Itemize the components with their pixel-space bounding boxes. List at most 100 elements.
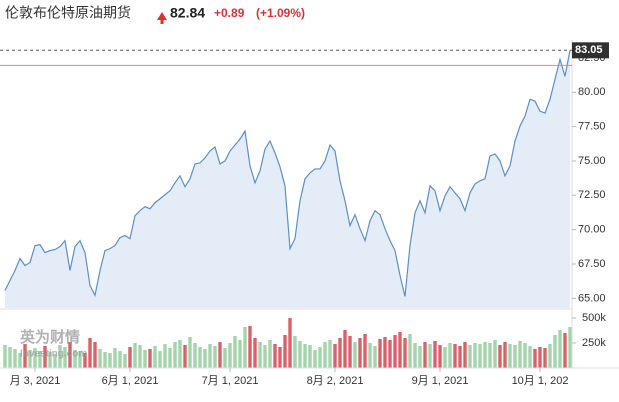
- volume-bar: [543, 348, 547, 368]
- volume-bar: [448, 343, 452, 368]
- title: 伦敦布伦特原油期货: [5, 5, 131, 21]
- volume-bar: [473, 343, 477, 368]
- volume-bar: [373, 346, 377, 368]
- volume-bar: [33, 348, 37, 368]
- volume-bar: [313, 350, 317, 368]
- volume-bar: [198, 347, 202, 368]
- last-price-label: 83.05: [575, 44, 603, 56]
- volume-bar: [53, 354, 57, 368]
- volume-bar: [258, 342, 262, 368]
- volume-bar: [158, 351, 162, 368]
- volume-bar: [513, 345, 517, 368]
- volume-bar: [433, 341, 437, 368]
- volume-bar: [438, 345, 442, 368]
- volume-bar: [223, 348, 227, 368]
- last-price: 82.84: [170, 5, 205, 21]
- y-tick-label: 75.00: [578, 155, 606, 167]
- volume-bar: [308, 345, 312, 368]
- volume-bar: [253, 338, 257, 368]
- plot: [3, 50, 572, 368]
- volume-bar: [98, 349, 102, 368]
- volume-bar: [28, 350, 32, 368]
- y-tick-label: 70.00: [578, 224, 606, 236]
- volume-bar: [133, 343, 137, 368]
- volume-bar: [388, 340, 392, 368]
- volume-bar: [523, 343, 527, 368]
- volume-bar: [78, 351, 82, 368]
- volume-bar: [498, 345, 502, 368]
- volume-bar: [268, 340, 272, 368]
- volume-bar: [188, 337, 192, 368]
- volume-bar: [493, 340, 497, 368]
- volume-bar: [8, 347, 12, 368]
- volume-bar: [538, 347, 542, 368]
- last-price-box: [572, 42, 609, 59]
- volume-bar: [518, 341, 522, 368]
- area-fill: [5, 50, 570, 309]
- volume-bar: [233, 336, 237, 368]
- change: +0.89: [214, 6, 245, 20]
- y-tick-label: 67.50: [578, 258, 606, 270]
- volume-bar: [38, 351, 42, 368]
- volume-bar: [148, 349, 152, 368]
- volume-bar: [108, 353, 112, 368]
- volume-bar: [273, 344, 277, 368]
- volume-bar: [168, 348, 172, 368]
- watermark-brand: 英为财情: [20, 328, 80, 346]
- change-pct: (+1.09%): [256, 6, 305, 20]
- volume-bar: [123, 354, 127, 368]
- volume-bar: [173, 342, 177, 368]
- volume-bar: [73, 350, 77, 368]
- volume-bar: [153, 346, 157, 368]
- volume-bar: [178, 340, 182, 368]
- volume-bar: [463, 342, 467, 368]
- volume-bar: [488, 343, 492, 368]
- volume-bar: [398, 332, 402, 368]
- volume-bar: [83, 353, 87, 368]
- volume-bar: [533, 349, 537, 368]
- volume-bar: [23, 344, 27, 368]
- volume-bar: [293, 336, 297, 368]
- volume-bar: [263, 345, 267, 368]
- volume-bar: [443, 347, 447, 368]
- volume-bar: [113, 348, 117, 368]
- volume-bar: [303, 344, 307, 368]
- volume-bar: [208, 344, 212, 368]
- price-line: [4, 50, 571, 298]
- volume-bar: [163, 344, 167, 368]
- volume-bar: [528, 346, 532, 368]
- volume-bar: [378, 339, 382, 368]
- volume-bar: [508, 344, 512, 368]
- x-tick-label: 月 3, 2021: [10, 375, 61, 387]
- volume-bar: [553, 335, 557, 368]
- volume-bar: [63, 347, 67, 368]
- volume-bar: [558, 330, 562, 368]
- y-tick-label: 80.00: [578, 86, 606, 98]
- volume-bar: [143, 350, 147, 368]
- volume-bar: [48, 352, 52, 368]
- volume-bar: [243, 327, 247, 368]
- volume-tick-label: 250k: [582, 337, 606, 349]
- volume-tick-label: 500k: [582, 312, 606, 324]
- volume-bar: [118, 351, 122, 368]
- volume-bar: [13, 349, 17, 368]
- volume-bar: [318, 347, 322, 368]
- volume-bar: [193, 343, 197, 368]
- watermark-site: Investing.com: [20, 349, 87, 360]
- up-arrow: [157, 12, 167, 24]
- volume-bar: [278, 347, 282, 368]
- volume-bar: [288, 318, 292, 368]
- volume-bar: [348, 336, 352, 368]
- volume-bar: [18, 353, 22, 368]
- volume-bar: [43, 346, 47, 368]
- volume-bar: [358, 338, 362, 368]
- volume-bar: [418, 346, 422, 368]
- volume-bar: [203, 349, 207, 368]
- y-tick-label: 72.50: [578, 189, 606, 201]
- volume-bar: [483, 342, 487, 368]
- volume-bar: [453, 344, 457, 368]
- y-tick-label: 65.00: [578, 292, 606, 304]
- volume-bar: [393, 335, 397, 368]
- volume-bar: [338, 338, 342, 368]
